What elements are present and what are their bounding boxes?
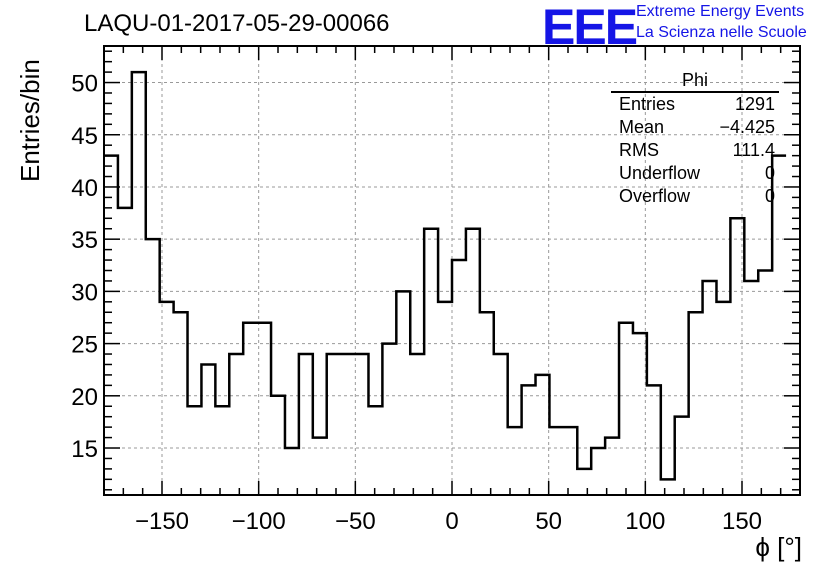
y-tick-label: 50 xyxy=(71,71,98,98)
stats-value: 111.4 xyxy=(732,140,775,160)
stats-value: 0 xyxy=(764,186,775,206)
stats-label: Underflow xyxy=(619,163,701,183)
stats-row-underflow: Underflow 0 xyxy=(611,162,779,185)
stats-value: 0 xyxy=(764,163,775,183)
histogram-series-phi xyxy=(104,70,787,481)
x-tick-label: 150 xyxy=(722,508,762,535)
y-tick-label: 45 xyxy=(71,123,98,150)
x-tick-label: −150 xyxy=(135,508,189,535)
x-tick-label: 0 xyxy=(445,508,458,535)
stats-row-overflow: Overflow 0 xyxy=(611,185,779,208)
y-tick-label: 15 xyxy=(71,436,98,463)
x-tick-labels: −150 −100 −50 0 50 100 150 xyxy=(135,508,762,535)
x-tick-label: 100 xyxy=(625,508,665,535)
y-axis-label: Entries/bin xyxy=(15,59,45,182)
logo-subtitle-1: Extreme Energy Events xyxy=(636,3,805,20)
y-tick-label: 35 xyxy=(71,227,98,254)
x-tick-label: −50 xyxy=(335,508,376,535)
stats-row-rms: RMS 111.4 xyxy=(611,139,779,162)
stats-title: Phi xyxy=(611,70,779,93)
stats-label: Entries xyxy=(619,94,676,114)
x-tick-label: 50 xyxy=(535,508,562,535)
y-tick-label: 30 xyxy=(71,279,98,306)
y-tick-label: 20 xyxy=(71,384,98,411)
page-title: LAQU-01-2017-05-29-00066 xyxy=(84,10,390,37)
stats-row-mean: Mean −4.425 xyxy=(611,116,779,139)
stats-value: 1291 xyxy=(734,94,775,114)
stats-row-entries: Entries 1291 xyxy=(611,93,779,116)
stats-label: RMS xyxy=(619,140,659,160)
eee-logo: EEE xyxy=(542,0,638,55)
y-tick-label: 40 xyxy=(71,175,98,202)
axis-ticks xyxy=(103,46,801,495)
stats-label: Mean xyxy=(619,117,665,137)
y-tick-label: 25 xyxy=(71,332,98,359)
stats-label: Overflow xyxy=(619,186,691,206)
y-tick-labels: 15 20 25 30 35 40 45 50 xyxy=(71,71,98,463)
grid-lines xyxy=(104,46,800,495)
logo-subtitle-2: La Scienza nelle Scuole xyxy=(636,24,807,41)
x-tick-label: −100 xyxy=(232,508,286,535)
stats-value: −4.425 xyxy=(719,117,775,137)
x-axis-label: ϕ [°] xyxy=(755,532,802,562)
stats-box: Phi Entries 1291 Mean −4.425 RMS 111.4 Unde… xyxy=(611,70,779,208)
